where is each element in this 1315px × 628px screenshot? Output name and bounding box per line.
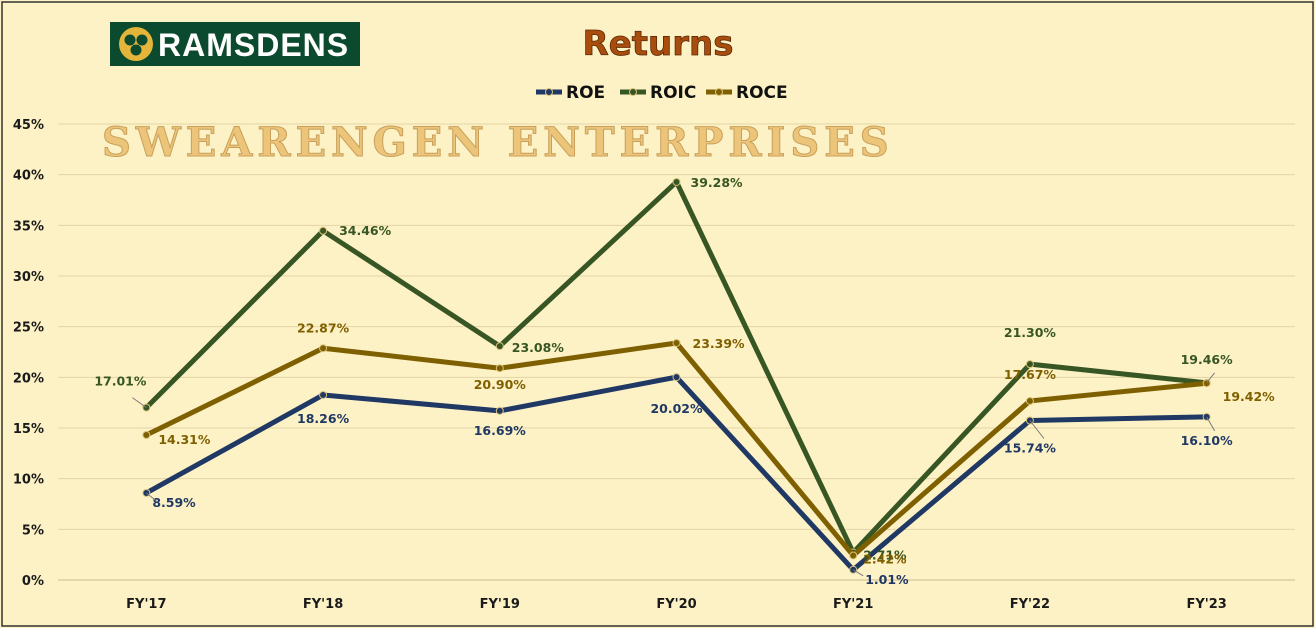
legend-label-roe: ROE <box>566 83 605 103</box>
label-leader-line <box>1206 416 1216 432</box>
x-tick-label: FY'22 <box>1010 597 1050 612</box>
y-tick-label: 20% <box>13 371 44 386</box>
data-label-roe: 20.02% <box>650 401 703 416</box>
data-point-roce <box>1025 396 1034 405</box>
x-tick-label: FY'20 <box>656 597 696 612</box>
y-tick-label: 45% <box>13 118 44 133</box>
legend-marker <box>545 88 553 96</box>
data-label-roce: 20.90% <box>474 377 527 392</box>
legend-marker <box>715 88 723 96</box>
x-tick-label: FY'18 <box>303 597 343 612</box>
data-label-roce: 19.42% <box>1223 389 1276 404</box>
data-point-roce <box>1202 379 1211 388</box>
legend-label-roic: ROIC <box>650 83 696 103</box>
data-point-roic <box>319 226 328 235</box>
data-label-roe: 16.69% <box>474 423 527 438</box>
label-leader-line <box>146 492 157 502</box>
y-tick-label: 0% <box>22 574 44 589</box>
x-tick-label: FY'17 <box>126 597 166 612</box>
data-point-roic <box>1025 360 1034 369</box>
legend-marker <box>629 88 637 96</box>
x-tick-label: FY'21 <box>833 597 873 612</box>
legend: ROE ROIC ROCE <box>536 83 788 103</box>
logo: RAMSDENS <box>110 22 360 66</box>
data-label-roe: 15.74% <box>1004 441 1057 456</box>
label-leader-line <box>852 569 864 577</box>
data-label-roce: 23.39% <box>693 336 746 351</box>
data-label-roce: 2.42% <box>863 551 907 566</box>
y-tick-label: 35% <box>13 219 44 234</box>
label-leader-line <box>1206 372 1216 384</box>
data-label-roic: 39.28% <box>691 175 744 190</box>
y-axis: 0% 5% 10% 15% 20% 25% 30% 35% 40% 45% <box>13 118 44 589</box>
x-axis: FY'17 FY'18 FY'19 FY'20 FY'21 FY'22 FY'23 <box>126 597 1227 612</box>
data-label-roe: 1.01% <box>865 572 909 587</box>
data-labels-group: 8.59% 18.26% 16.69% 20.02% 1.01% 15.74% 16.10%… <box>94 175 1275 587</box>
y-tick-label: 25% <box>13 321 44 336</box>
data-point-roce <box>495 364 504 373</box>
data-label-roe: 18.26% <box>297 411 350 426</box>
y-tick-label: 5% <box>22 523 44 538</box>
data-label-roe: 8.59% <box>152 495 196 510</box>
data-label-roic: 23.08% <box>512 340 565 355</box>
data-point-roic <box>495 342 504 351</box>
x-tick-label: FY'19 <box>480 597 520 612</box>
data-label-roce: 17.67% <box>1004 367 1057 382</box>
data-point-roe <box>672 373 681 382</box>
y-tick-label: 15% <box>13 422 44 437</box>
x-tick-label: FY'23 <box>1186 597 1226 612</box>
label-leader-line <box>1029 420 1045 439</box>
data-label-roce: 14.31% <box>158 432 211 447</box>
data-point-roce <box>849 551 858 560</box>
data-label-roce: 22.87% <box>297 320 350 335</box>
data-point-roe <box>495 406 504 415</box>
chart-title: Returns <box>583 24 734 64</box>
data-label-roic: 34.46% <box>339 223 392 238</box>
pawnbroker-icon <box>119 27 153 61</box>
legend-label-roce: ROCE <box>736 83 788 103</box>
data-label-roic: 19.46% <box>1181 352 1234 367</box>
y-tick-label: 30% <box>13 270 44 285</box>
data-point-roic <box>672 177 681 186</box>
data-label-roe: 16.10% <box>1181 433 1234 448</box>
data-point-roe <box>319 390 328 399</box>
y-tick-label: 40% <box>13 169 44 184</box>
watermark-text: SWEARENGEN ENTERPRISES <box>102 119 894 166</box>
gridlines <box>58 123 1295 581</box>
label-leader-line <box>132 397 147 409</box>
y-tick-label: 10% <box>13 473 44 488</box>
logo-text: RAMSDENS <box>158 27 349 63</box>
data-label-roic: 2.71% <box>863 548 907 563</box>
data-point-roce <box>319 344 328 353</box>
data-label-roic: 21.30% <box>1004 325 1057 340</box>
data-point-roce <box>672 338 681 347</box>
data-label-roic: 17.01% <box>94 374 147 389</box>
data-point-roce <box>142 430 151 439</box>
